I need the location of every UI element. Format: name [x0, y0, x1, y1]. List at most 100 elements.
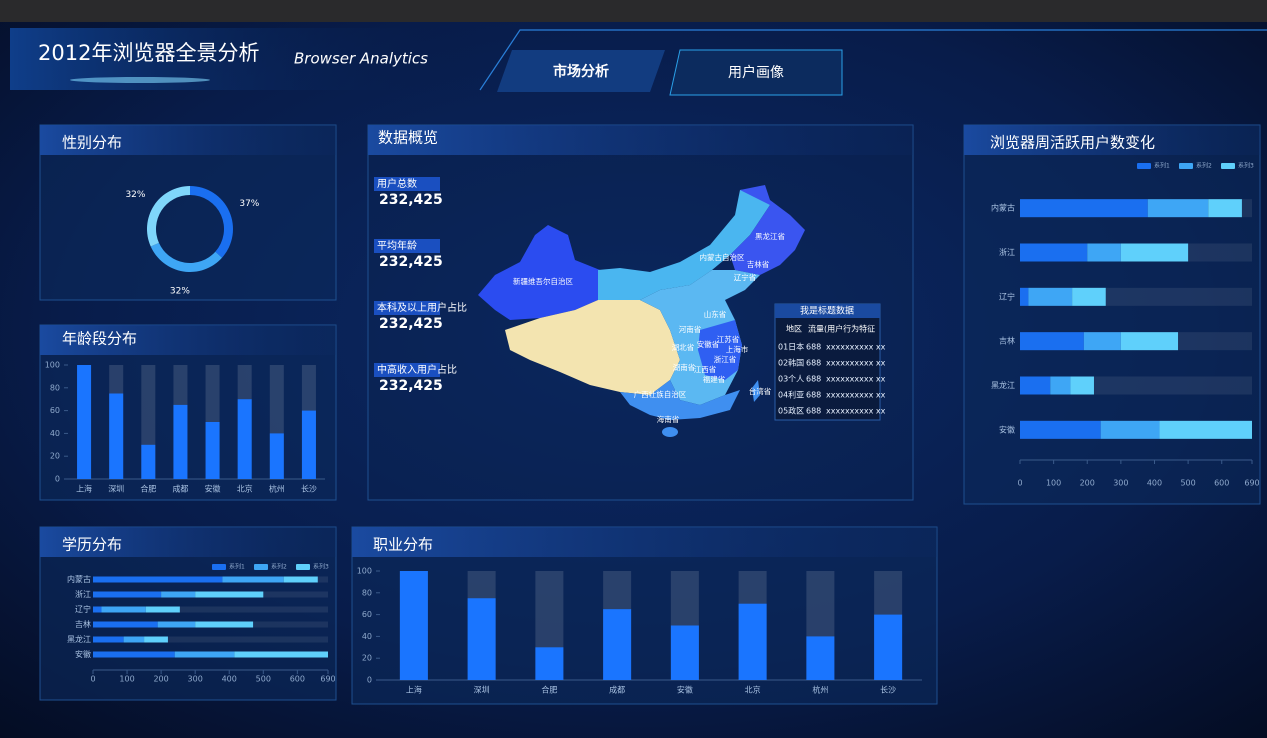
x-tick-label: 北京	[745, 685, 761, 695]
map-label: 江苏省	[717, 334, 740, 344]
region[interactable]	[620, 380, 740, 420]
table-cell: 688	[806, 407, 821, 416]
x-tick-label: 0	[90, 675, 95, 684]
map-label: 福建省	[703, 374, 726, 384]
x-tick-label: 400	[222, 675, 237, 684]
tab-bg[interactable]	[669, 49, 843, 96]
bar	[806, 636, 835, 680]
stat-label: 用户总数	[377, 177, 417, 190]
stat-value: 232,425	[379, 316, 443, 332]
y-tick-label: 内蒙古	[991, 203, 1015, 213]
map-label: 河南省	[679, 324, 702, 334]
region[interactable]	[698, 320, 742, 380]
table-cell: 688	[806, 343, 821, 352]
bar-segment	[1087, 243, 1121, 262]
table-cell: xxxxxxxxxx xx	[826, 375, 886, 384]
pie-label: 32%	[170, 287, 190, 297]
bar	[738, 603, 767, 680]
x-tick-label: 长沙	[880, 685, 896, 695]
x-tick-label: 300	[1113, 479, 1128, 488]
bar-segment	[283, 576, 318, 583]
tab[interactable]: 用户画像	[728, 64, 784, 81]
bar	[670, 625, 699, 680]
x-tick-label: 600	[290, 675, 305, 684]
map-label: 黑龙江省	[755, 231, 785, 241]
bar-segment	[93, 651, 175, 658]
panel-title: 数据概览	[378, 129, 438, 147]
x-tick-label: 杭州	[812, 685, 828, 695]
pie-slice	[150, 242, 223, 272]
legend-label: 系列3	[1238, 162, 1254, 170]
bar-segment	[93, 576, 223, 583]
x-tick-label: 200	[1080, 479, 1095, 488]
table-cell: 05政区	[778, 406, 804, 416]
map-label: 海南省	[657, 414, 680, 424]
page-title: 2012年浏览器全景分析	[38, 41, 259, 65]
table-cell: 02韩国	[778, 358, 804, 368]
bar-segment	[93, 636, 124, 643]
tab-bg[interactable]	[497, 50, 665, 92]
legend-swatch	[212, 564, 226, 570]
header-line	[479, 29, 1267, 91]
map-label: 广西壮族自治区	[634, 389, 687, 399]
x-tick-label: 长沙	[301, 484, 317, 494]
region[interactable]	[505, 300, 680, 395]
panel-header	[40, 527, 336, 557]
legend-swatch	[296, 564, 310, 570]
x-tick-label: 690	[1244, 479, 1259, 488]
bar-segment	[1020, 420, 1101, 439]
bar	[535, 647, 564, 680]
map-label: 辽宁省	[734, 272, 757, 282]
y-tick-label: 20	[362, 654, 372, 663]
panel-header	[964, 125, 1260, 155]
bar-segment	[93, 591, 162, 598]
legend-swatch	[1221, 163, 1235, 169]
y-tick-label: 辽宁	[999, 291, 1015, 301]
bar-segment	[1020, 199, 1148, 218]
x-tick-label: 100	[119, 675, 134, 684]
map-label: 台湾省	[749, 386, 772, 396]
map	[478, 185, 805, 437]
pie-label: 32%	[125, 190, 145, 200]
bar	[874, 614, 903, 680]
table-cell: 688	[806, 359, 821, 368]
bar-segment	[234, 651, 328, 658]
y-tick-label: 内蒙古	[67, 574, 91, 584]
map-label: 山东省	[704, 309, 727, 319]
pie-slice	[190, 186, 233, 258]
region[interactable]	[478, 225, 600, 320]
bar-segment	[222, 576, 284, 583]
panel-title: 年龄段分布	[62, 330, 137, 348]
x-tick-label: 0	[1017, 479, 1022, 488]
y-tick-label: 安徽	[75, 649, 91, 659]
map-label: 新疆维吾尔自治区	[513, 276, 573, 286]
bar	[173, 404, 188, 479]
panel-title: 学历分布	[62, 536, 122, 554]
x-tick-label: 100	[1046, 479, 1061, 488]
table-cell: 688	[806, 391, 821, 400]
pie-slice	[147, 186, 190, 247]
map-label: 上海市	[726, 344, 749, 354]
bar-segment	[1050, 376, 1071, 395]
x-tick-label: 深圳	[108, 484, 124, 494]
legend-label: 系列2	[1196, 162, 1212, 170]
stat-value: 232,425	[379, 378, 443, 394]
table-cell: 01日本	[778, 342, 804, 352]
panel-header	[368, 125, 913, 155]
region[interactable]	[730, 185, 805, 275]
bar-segment	[93, 606, 102, 613]
x-tick-label: 500	[256, 675, 271, 684]
bar-segment	[157, 621, 196, 628]
y-tick-label: 吉林	[75, 619, 91, 629]
y-tick-label: 60	[362, 610, 372, 619]
region[interactable]	[662, 427, 678, 437]
table-cell: 04利亚	[778, 390, 804, 400]
bar	[205, 422, 220, 479]
y-tick-label: 吉林	[999, 336, 1015, 346]
region[interactable]	[598, 188, 770, 300]
top-strip	[0, 0, 1267, 22]
region[interactable]	[752, 380, 760, 402]
tab[interactable]: 市场分析	[553, 63, 609, 80]
legend-swatch	[1179, 163, 1193, 169]
